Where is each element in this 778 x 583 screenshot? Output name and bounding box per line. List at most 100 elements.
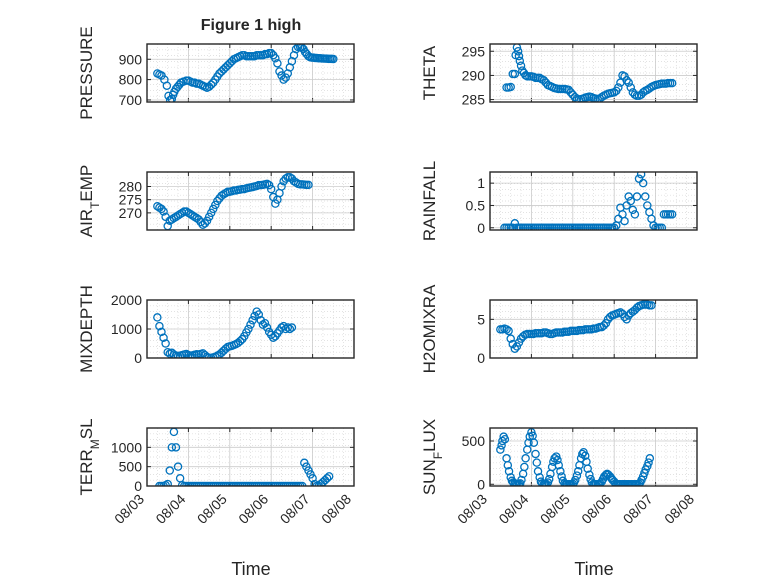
data-point	[196, 217, 206, 227]
data-point	[171, 351, 181, 358]
data-point	[184, 350, 193, 358]
data-point	[275, 67, 284, 76]
data-point	[159, 333, 168, 342]
data-point	[260, 318, 270, 328]
data-point	[583, 464, 592, 473]
marker-group	[502, 44, 677, 102]
data-point	[262, 179, 272, 189]
data-point	[508, 223, 518, 230]
data-point	[254, 310, 264, 319]
y-tick-label: 2000	[111, 292, 142, 308]
data-point	[510, 69, 520, 79]
data-point	[521, 454, 530, 463]
data-point	[277, 323, 286, 332]
y-tick-label: 0.5	[466, 197, 486, 213]
data-point	[573, 467, 583, 476]
x-axis-label-left: Time	[231, 559, 270, 579]
plot-area	[147, 172, 354, 230]
axes-frame	[146, 43, 355, 103]
data-point	[281, 174, 290, 183]
chart-panel-4: 0 1000 2000 MIXDEPTH	[77, 285, 355, 373]
figure-title: Figure 1 high	[201, 17, 301, 34]
y-tick-label: 0	[134, 478, 142, 494]
data-point	[177, 208, 187, 218]
data-point	[266, 48, 276, 58]
data-point	[644, 458, 653, 467]
data-point	[630, 210, 640, 219]
data-point	[512, 44, 522, 52]
data-point	[159, 207, 168, 216]
data-point	[516, 61, 526, 71]
axes-frame	[489, 43, 698, 103]
data-point	[171, 212, 181, 222]
y-axis-label: PRESSURE	[77, 26, 96, 120]
data-point	[206, 80, 216, 89]
data-point	[279, 75, 288, 84]
data-point	[616, 308, 625, 317]
y-tick-label: 280	[119, 179, 143, 195]
data-point	[244, 324, 253, 334]
y-tick-label: 290	[462, 67, 486, 83]
y-tick-label: 0	[477, 350, 485, 366]
data-point	[514, 480, 524, 486]
data-point	[506, 334, 515, 343]
data-point	[591, 94, 600, 102]
data-point	[638, 178, 648, 188]
data-point	[165, 466, 175, 475]
data-point	[173, 462, 183, 471]
y-tick-label: 1000	[111, 439, 142, 455]
data-point	[580, 451, 590, 460]
data-point	[531, 449, 540, 459]
data-point	[329, 54, 338, 64]
data-point	[572, 94, 582, 102]
data-point	[620, 216, 629, 226]
axes-frame	[489, 299, 698, 359]
data-point	[277, 182, 286, 191]
data-point	[213, 196, 222, 206]
data-point	[626, 196, 636, 206]
y-tick-label: 800	[119, 72, 143, 88]
data-point	[624, 192, 633, 201]
data-point	[157, 327, 166, 337]
data-point	[557, 472, 566, 481]
data-point	[597, 92, 607, 102]
data-point	[503, 460, 513, 470]
data-point	[622, 76, 631, 85]
data-point	[595, 479, 605, 486]
data-point	[287, 323, 297, 332]
data-point	[271, 53, 280, 63]
y-tick-label: 270	[119, 205, 143, 221]
data-point	[246, 320, 255, 329]
data-point	[532, 458, 542, 467]
data-point	[632, 192, 642, 201]
data-point	[217, 191, 226, 200]
data-point	[524, 438, 533, 447]
marker-group	[153, 173, 313, 230]
data-point	[496, 445, 505, 454]
data-point	[514, 51, 524, 61]
data-point	[566, 88, 575, 97]
data-point	[647, 301, 656, 310]
data-point	[167, 94, 177, 102]
data-point	[281, 324, 290, 334]
y-tick-label: 0	[477, 220, 485, 236]
chart-panel-5: 0 5 H2OMIXRA	[420, 284, 698, 373]
data-point	[515, 56, 525, 66]
data-point	[153, 313, 162, 322]
y-tick-label: 295	[462, 43, 486, 59]
data-point	[500, 435, 510, 444]
data-point	[564, 85, 573, 95]
data-point	[614, 83, 623, 92]
data-point	[657, 223, 667, 230]
data-point	[155, 321, 164, 331]
data-point	[153, 202, 162, 211]
plot-area	[490, 172, 697, 230]
data-point	[304, 180, 313, 190]
data-point	[162, 81, 172, 90]
data-point	[310, 479, 319, 486]
axes-frame	[146, 171, 355, 231]
axes-frame	[489, 427, 698, 487]
y-tick-label: 700	[119, 92, 143, 108]
data-point	[200, 219, 210, 228]
data-point	[599, 321, 609, 330]
